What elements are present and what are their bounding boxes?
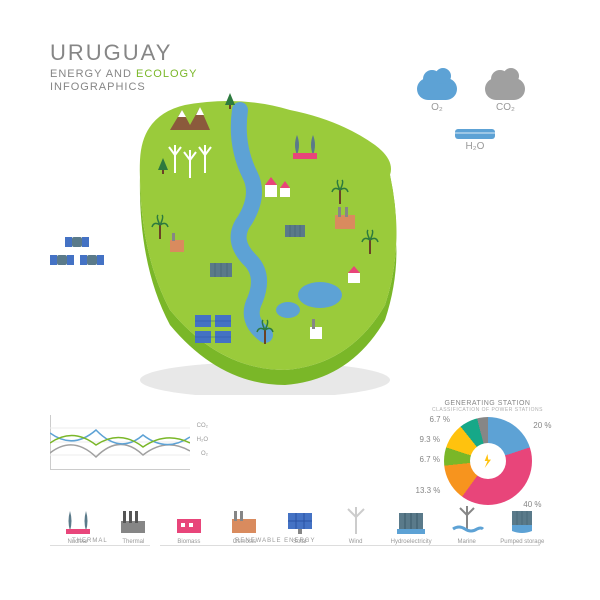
- pie-subtitle: CLASSIFICATION OF POWER STATIONS: [415, 407, 560, 413]
- energy-wind: Wind: [328, 505, 384, 560]
- energy-solar: Solar: [272, 505, 328, 560]
- country-title: URUGUAY: [50, 40, 197, 66]
- cloud-icon: [417, 78, 457, 100]
- chart-label-o2: O₂: [201, 451, 208, 457]
- pie-title: GENERATING STATION: [415, 400, 560, 407]
- molecule-co2: CO₂: [485, 78, 525, 113]
- energy-marine: Marine: [439, 505, 495, 560]
- map-svg: [110, 85, 410, 395]
- molecule-h2o: H₂O: [417, 129, 533, 152]
- energy-biomass: Biomass: [161, 505, 217, 560]
- emissions-chart: CO₂ H₂O O₂: [50, 415, 190, 470]
- molecule-o2: O₂: [417, 78, 457, 113]
- energy-thermal: Thermal: [106, 505, 162, 560]
- water-icon: [455, 129, 495, 139]
- energy-nuclear: Nuclear: [50, 505, 106, 560]
- satellite-icon: [65, 235, 89, 249]
- satellite-icon: [50, 253, 74, 267]
- energy-hydro: Hydroelectricity: [383, 505, 439, 560]
- cloud-icon: [485, 78, 525, 100]
- energy-pumped: Pumped storage: [495, 505, 551, 560]
- country-map: [110, 85, 410, 395]
- chart-label-h2o: H₂O: [197, 437, 208, 443]
- energy-osmosis: Osmosis: [217, 505, 273, 560]
- chart-lines: [50, 415, 190, 470]
- pie-section: GENERATING STATION CLASSIFICATION OF POW…: [415, 400, 560, 505]
- satellite-icon: [80, 253, 104, 267]
- energy-types-row: Nuclear Thermal Biomass Osmosis Solar Wi…: [50, 505, 550, 560]
- chart-label-co2: CO₂: [197, 423, 208, 429]
- molecules: O₂ CO₂ H₂O: [405, 70, 545, 160]
- bolt-icon: [481, 454, 495, 468]
- pie-center: [470, 443, 506, 479]
